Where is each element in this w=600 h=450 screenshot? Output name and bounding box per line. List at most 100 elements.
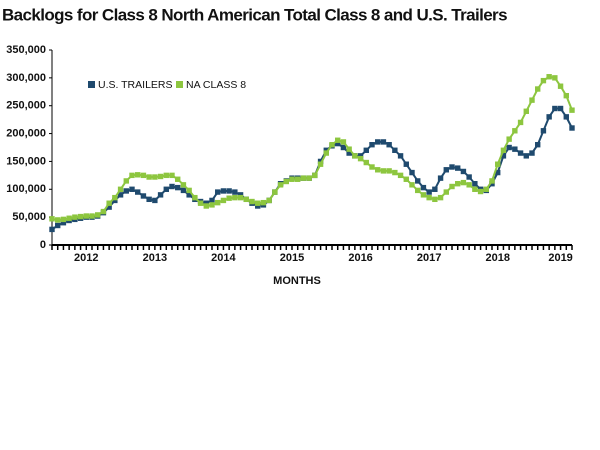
x-tick-label: 2015 bbox=[280, 252, 304, 264]
point-marker bbox=[157, 173, 164, 180]
point-marker bbox=[135, 189, 141, 195]
y-tick-label: 350,000 bbox=[6, 44, 46, 56]
point-marker bbox=[197, 200, 204, 206]
point-marker bbox=[546, 74, 552, 80]
series-line bbox=[51, 107, 573, 231]
legend-swatch bbox=[88, 81, 95, 88]
point-marker bbox=[220, 188, 227, 194]
point-marker bbox=[449, 164, 455, 170]
point-marker bbox=[55, 222, 61, 229]
point-marker bbox=[517, 150, 524, 156]
point-marker bbox=[477, 188, 484, 195]
point-marker bbox=[60, 220, 67, 226]
point-marker bbox=[95, 212, 101, 218]
point-marker bbox=[506, 144, 512, 151]
point-marker bbox=[226, 188, 232, 194]
point-marker bbox=[495, 169, 501, 176]
point-marker bbox=[500, 147, 507, 153]
point-marker bbox=[517, 119, 524, 126]
point-marker bbox=[60, 216, 67, 223]
point-marker bbox=[512, 128, 518, 134]
point-marker bbox=[363, 147, 369, 153]
point-marker bbox=[437, 194, 444, 201]
point-marker bbox=[169, 183, 175, 190]
point-marker bbox=[237, 194, 244, 201]
point-marker bbox=[77, 213, 84, 220]
point-marker bbox=[89, 213, 95, 219]
point-marker bbox=[563, 114, 569, 120]
point-marker bbox=[495, 161, 501, 167]
point-marker bbox=[112, 197, 118, 204]
y-tick-label: 150,000 bbox=[6, 155, 46, 167]
point-marker bbox=[300, 175, 307, 181]
chart-title: Backlogs for Class 8 North American Tota… bbox=[2, 5, 507, 24]
point-marker bbox=[186, 187, 192, 194]
point-marker bbox=[552, 75, 558, 81]
point-marker bbox=[403, 161, 409, 167]
point-marker bbox=[415, 187, 421, 194]
point-marker bbox=[152, 174, 158, 180]
point-marker bbox=[49, 216, 55, 222]
point-marker bbox=[100, 208, 107, 215]
point-marker bbox=[152, 197, 158, 204]
point-marker bbox=[346, 150, 352, 156]
point-marker bbox=[340, 139, 347, 145]
point-marker bbox=[295, 176, 301, 182]
point-marker bbox=[529, 150, 535, 156]
point-marker bbox=[432, 186, 438, 192]
x-tick-label: 2016 bbox=[348, 252, 372, 264]
x-tick-label: 2014 bbox=[211, 252, 236, 264]
point-marker bbox=[323, 147, 329, 153]
point-marker bbox=[523, 153, 529, 159]
point-marker bbox=[272, 189, 278, 195]
x-tick-label: 2012 bbox=[74, 252, 98, 264]
point-marker bbox=[500, 153, 507, 159]
point-marker bbox=[180, 182, 187, 188]
point-marker bbox=[66, 215, 72, 221]
point-marker bbox=[466, 182, 472, 188]
point-marker bbox=[237, 192, 244, 198]
point-marker bbox=[455, 181, 461, 187]
point-marker bbox=[72, 214, 78, 220]
point-marker bbox=[140, 172, 147, 179]
point-marker bbox=[146, 196, 152, 203]
point-marker bbox=[426, 189, 432, 195]
point-marker bbox=[175, 176, 181, 182]
y-tick-label: 50,000 bbox=[12, 211, 46, 223]
point-marker bbox=[472, 186, 478, 192]
point-marker bbox=[215, 189, 221, 195]
point-marker bbox=[472, 181, 478, 187]
point-marker bbox=[215, 199, 221, 206]
point-marker bbox=[335, 140, 341, 147]
point-marker bbox=[163, 172, 169, 179]
x-tick-label: 2017 bbox=[417, 252, 441, 264]
point-marker bbox=[232, 194, 238, 201]
point-marker bbox=[232, 189, 238, 195]
point-marker bbox=[426, 194, 432, 201]
point-marker bbox=[112, 194, 118, 201]
x-tick-label: 2013 bbox=[143, 252, 167, 264]
point-marker bbox=[243, 196, 249, 203]
y-tick-label: 300,000 bbox=[6, 72, 46, 84]
point-marker bbox=[569, 125, 575, 131]
point-marker bbox=[415, 178, 421, 184]
point-marker bbox=[489, 178, 495, 184]
point-marker bbox=[437, 175, 444, 181]
y-tick-label: 200,000 bbox=[6, 127, 46, 139]
point-marker bbox=[255, 200, 261, 206]
point-marker bbox=[420, 192, 427, 198]
point-marker bbox=[552, 105, 558, 112]
point-marker bbox=[375, 167, 381, 173]
point-marker bbox=[466, 174, 472, 180]
point-marker bbox=[535, 142, 541, 148]
point-marker bbox=[49, 226, 55, 233]
point-marker bbox=[169, 172, 175, 179]
point-marker bbox=[369, 164, 375, 170]
point-marker bbox=[129, 172, 135, 179]
point-marker bbox=[340, 144, 347, 151]
point-marker bbox=[386, 142, 392, 148]
point-marker bbox=[157, 192, 164, 198]
point-marker bbox=[249, 198, 255, 205]
x-tick-label: 2019 bbox=[548, 252, 572, 264]
